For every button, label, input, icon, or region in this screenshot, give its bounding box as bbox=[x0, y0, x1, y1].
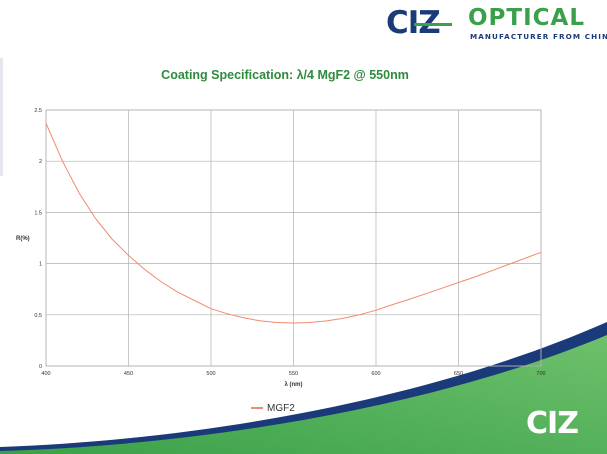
legend: MGF2 bbox=[251, 401, 295, 415]
y-tick-label: 2.5 bbox=[34, 108, 42, 114]
x-axis-label: λ (nm) bbox=[285, 382, 303, 388]
x-tick-label: 600 bbox=[371, 371, 380, 377]
x-tick-label: 500 bbox=[206, 371, 215, 377]
footer-green-band bbox=[0, 335, 607, 454]
left-edge-mark bbox=[0, 58, 3, 176]
y-tick-label: 0.5 bbox=[34, 313, 42, 319]
y-tick-label: 0 bbox=[39, 364, 42, 370]
y-tick-label: 1.5 bbox=[34, 210, 42, 216]
y-axis-label: R(%) bbox=[16, 236, 30, 242]
y-tick-label: 2 bbox=[39, 159, 42, 165]
logo-wordmark: OPTICAL bbox=[468, 5, 585, 31]
x-tick-label: 700 bbox=[536, 371, 545, 377]
legend-label: MGF2 bbox=[267, 402, 295, 414]
brand-logo-bottom: CIZ bbox=[526, 406, 579, 441]
logo-green-bar bbox=[414, 23, 452, 26]
brand-logo-top: CIZ OPTICAL MANUFACTURER FROM CHINA bbox=[386, 5, 607, 44]
x-tick-label: 550 bbox=[289, 371, 298, 377]
chart-title: Coating Specification: λ/4 MgF2 @ 550nm bbox=[161, 68, 409, 82]
logo-tagline: MANUFACTURER FROM CHINA bbox=[470, 32, 607, 41]
x-tick-label: 450 bbox=[124, 371, 133, 377]
y-tick-label: 1 bbox=[39, 262, 42, 268]
legend-swatch bbox=[251, 407, 263, 409]
x-tick-label: 400 bbox=[41, 371, 50, 377]
x-tick-label: 650 bbox=[454, 371, 463, 377]
series-line-mgf2 bbox=[45, 123, 542, 324]
